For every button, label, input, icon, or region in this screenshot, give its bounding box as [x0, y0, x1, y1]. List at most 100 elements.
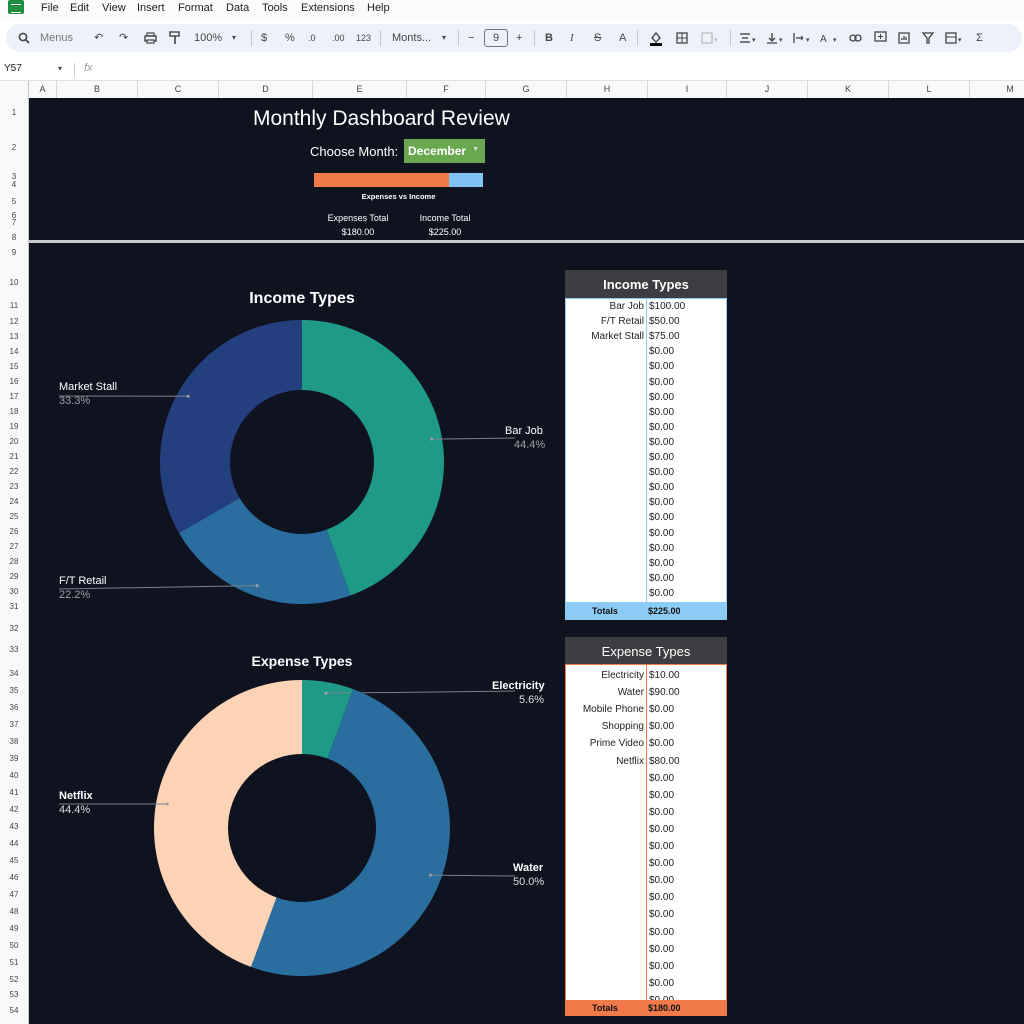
row-header[interactable]: 38	[9, 737, 19, 746]
row-header[interactable]: 29	[9, 572, 19, 581]
column-header[interactable]: G	[522, 84, 530, 94]
column-header[interactable]: H	[603, 84, 611, 94]
row-header[interactable]: 24	[9, 497, 19, 506]
row-header[interactable]: 39	[9, 754, 19, 763]
table-row-value[interactable]: $80.00	[649, 755, 680, 767]
table-row-name[interactable]: Market Stall	[591, 331, 644, 343]
table-row-value[interactable]: $0.00	[649, 542, 675, 554]
row-header[interactable]: 21	[9, 452, 19, 461]
row-header[interactable]: 10	[9, 278, 19, 287]
table-row-value[interactable]: $0.00	[649, 858, 675, 870]
sheets-logo-icon[interactable]	[8, 0, 24, 14]
donut-slice-netflix[interactable]	[154, 680, 302, 967]
table-row-value[interactable]: $0.00	[649, 527, 675, 539]
table-row-value[interactable]: $0.00	[649, 909, 675, 921]
table-row-value[interactable]: $0.00	[649, 704, 675, 716]
table-row-value[interactable]: $0.00	[649, 926, 675, 938]
row-header[interactable]: 19	[9, 422, 19, 431]
income-types-donut-chart[interactable]	[29, 300, 559, 630]
row-header[interactable]: 4	[11, 180, 17, 189]
row-header[interactable]: 27	[9, 542, 19, 551]
column-header[interactable]: J	[764, 84, 770, 94]
row-header[interactable]: 54	[9, 1006, 19, 1015]
name-box-chevron-down-icon[interactable]: ▾	[58, 64, 63, 73]
row-header[interactable]: 1	[11, 108, 17, 117]
insert-chart-icon[interactable]	[898, 32, 910, 44]
row-header[interactable]: 44	[9, 839, 19, 848]
row-header[interactable]: 28	[9, 557, 19, 566]
merge-cells-icon[interactable]: ▾	[701, 32, 721, 44]
table-row-value[interactable]: $0.00	[649, 557, 675, 569]
column-header[interactable]: A	[39, 84, 46, 94]
menu-extensions[interactable]: Extensions	[301, 2, 355, 14]
font-select[interactable]: Monts...	[392, 32, 432, 44]
table-row-value[interactable]: $0.00	[649, 361, 675, 373]
table-row-value[interactable]: $75.00	[649, 331, 680, 343]
functions-icon[interactable]: Σ	[976, 32, 983, 44]
donut-slice-f-t-retail[interactable]	[179, 498, 351, 604]
font-size-input[interactable]: 9	[484, 29, 508, 47]
row-header[interactable]: 5	[11, 197, 17, 206]
row-header[interactable]: 23	[9, 482, 19, 491]
row-header[interactable]: 16	[9, 377, 19, 386]
row-header[interactable]: 9	[11, 248, 17, 257]
menu-view[interactable]: View	[102, 2, 126, 14]
filter-views-icon[interactable]: ▾	[945, 32, 967, 44]
table-row-value[interactable]: $0.00	[649, 892, 675, 904]
table-row-value[interactable]: $0.00	[649, 421, 675, 433]
table-row-value[interactable]: $0.00	[649, 391, 675, 403]
table-row-value[interactable]: $0.00	[649, 772, 675, 784]
row-header[interactable]: 41	[9, 788, 19, 797]
table-row-value[interactable]: $0.00	[649, 376, 675, 388]
filter-icon[interactable]	[922, 32, 934, 44]
donut-slice-bar-job[interactable]	[302, 320, 444, 596]
percent-button[interactable]: %	[285, 32, 295, 44]
row-header[interactable]: 17	[9, 392, 19, 401]
menu-insert[interactable]: Insert	[137, 2, 165, 14]
table-row-name[interactable]: Electricity	[601, 670, 644, 681]
row-header[interactable]: 6	[11, 211, 17, 220]
redo-icon[interactable]: ↷	[119, 32, 129, 44]
row-header[interactable]: 3	[11, 172, 17, 181]
row-header[interactable]: 49	[9, 924, 19, 933]
donut-slice-water[interactable]	[250, 689, 450, 976]
insert-comment-icon[interactable]	[874, 31, 888, 44]
strikethrough-button[interactable]: S	[594, 32, 602, 44]
column-header[interactable]: B	[93, 84, 100, 94]
column-header[interactable]: C	[174, 84, 182, 94]
table-row-name[interactable]: Shopping	[601, 721, 644, 733]
row-header[interactable]: 34	[9, 669, 19, 678]
column-header[interactable]: E	[356, 84, 363, 94]
font-size-decrease-icon[interactable]: −	[468, 32, 475, 44]
decrease-decimal-button[interactable]: .0	[308, 33, 316, 43]
table-row-value[interactable]: $90.00	[649, 687, 680, 699]
row-header[interactable]: 22	[9, 467, 19, 476]
zoom-select[interactable]: 100%	[194, 32, 223, 44]
insert-link-icon[interactable]	[849, 32, 863, 44]
table-row-value[interactable]: $0.00	[649, 482, 675, 494]
table-row-value[interactable]: $0.00	[649, 738, 675, 750]
table-row-value[interactable]: $0.00	[649, 977, 675, 989]
column-header[interactable]: F	[443, 84, 449, 94]
bold-button[interactable]: B	[545, 32, 553, 44]
table-row-value[interactable]: $0.00	[649, 789, 675, 801]
column-header[interactable]: D	[262, 84, 269, 94]
table-row-name[interactable]: Water	[617, 687, 644, 699]
table-row-value[interactable]: $0.00	[649, 497, 675, 509]
menu-format[interactable]: Format	[178, 2, 213, 14]
table-row-value[interactable]: $0.00	[649, 452, 675, 463]
row-header[interactable]: 51	[9, 958, 19, 967]
row-header[interactable]: 11	[9, 301, 19, 310]
table-row-value[interactable]: $0.00	[649, 823, 675, 835]
row-header[interactable]: 40	[9, 771, 19, 780]
table-row-value[interactable]: $0.00	[649, 436, 675, 448]
table-row-name[interactable]: Netflix	[616, 755, 644, 767]
column-header[interactable]: I	[685, 84, 689, 94]
menu-help[interactable]: Help	[367, 2, 390, 14]
row-header[interactable]: 15	[9, 362, 19, 371]
vertical-align-icon[interactable]: ▾	[766, 32, 786, 44]
text-rotation-icon[interactable]: A ▾	[820, 32, 840, 44]
menu-data[interactable]: Data	[226, 2, 250, 14]
row-header[interactable]: 53	[9, 990, 19, 999]
fill-color-icon[interactable]	[649, 30, 663, 46]
